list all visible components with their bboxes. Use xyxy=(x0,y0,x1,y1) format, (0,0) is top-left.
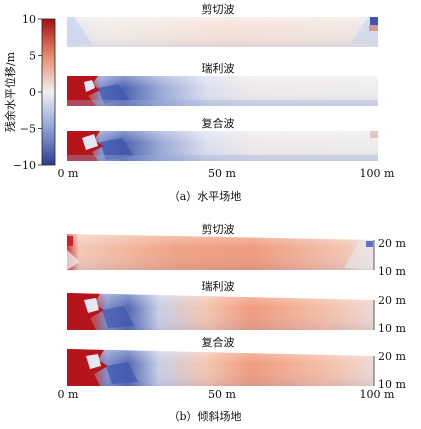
strip-title: 瑞利波 xyxy=(202,61,235,75)
x-tick-label: 100 m xyxy=(360,167,395,180)
x-tick-label: 100 m xyxy=(360,388,395,401)
x-tick-label: 0 m xyxy=(58,388,79,401)
depth-tick-label: 10 m xyxy=(378,322,406,335)
colorbar-tick-label: 5 xyxy=(29,50,36,63)
panel-a: 剪切波 瑞利波 复合波 xyxy=(58,2,395,203)
colorbar-tick-label: −5 xyxy=(20,123,36,136)
colorbar-tick-label: −10 xyxy=(13,159,36,172)
colorbar-label: 残余水平位移/m xyxy=(3,51,17,132)
strip-title: 剪切波 xyxy=(202,222,235,236)
depth-tick-label: 20 m xyxy=(378,350,406,363)
colorbar-tick-label: 10 xyxy=(22,13,36,26)
panel-caption: （a）水平场地 xyxy=(169,189,242,203)
colorbar-gradient xyxy=(41,18,56,166)
panel-b: 剪切波 20 m 10 m 瑞利波 20 m 10 m 复合波 xyxy=(58,222,407,423)
depth-tick-label: 20 m xyxy=(378,237,406,250)
strip-shear-horizontal xyxy=(67,17,378,47)
strip-title: 瑞利波 xyxy=(202,279,235,293)
strip-title: 复合波 xyxy=(202,335,235,349)
colorbar: 10 5 0 −5 −10 残余水平位移/m xyxy=(3,13,56,172)
x-tick-label: 50 m xyxy=(208,167,236,180)
strip-rayleigh-inclined xyxy=(67,293,375,330)
strip-combined-horizontal xyxy=(67,131,378,161)
x-tick-label: 50 m xyxy=(208,388,236,401)
strip-title: 剪切波 xyxy=(202,2,235,16)
panel-caption: （b）倾斜场地 xyxy=(168,409,241,423)
depth-tick-label: 20 m xyxy=(378,294,406,307)
colorbar-ticks xyxy=(38,18,42,166)
colorbar-tick-label: 0 xyxy=(29,86,36,99)
strip-combined-inclined xyxy=(67,349,375,386)
strip-shear-inclined xyxy=(67,234,375,270)
depth-tick-label: 10 m xyxy=(378,265,406,278)
depth-tick-label: 10 m xyxy=(378,378,406,391)
strip-title: 复合波 xyxy=(202,116,235,130)
strip-rayleigh-horizontal xyxy=(67,76,378,106)
x-tick-label: 0 m xyxy=(58,167,79,180)
